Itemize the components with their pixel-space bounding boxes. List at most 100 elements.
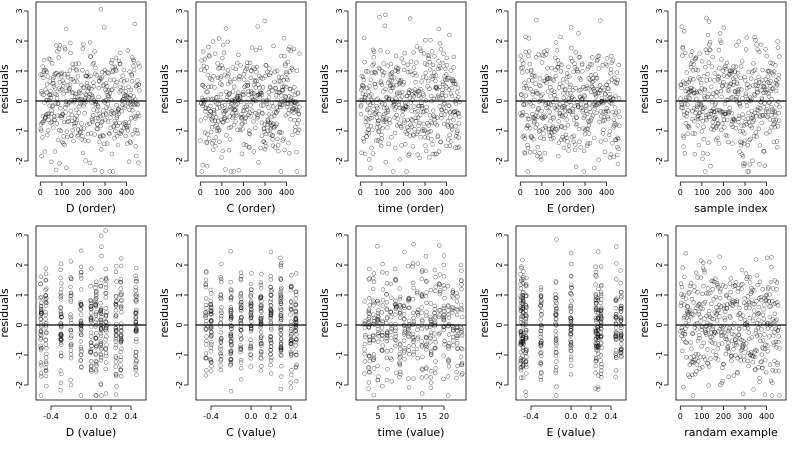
residual-point: [70, 61, 75, 67]
residual-point: [695, 123, 700, 128]
residual-point: [68, 290, 74, 296]
residual-point: [278, 386, 283, 392]
residual-point: [199, 169, 205, 174]
residual-point: [747, 84, 752, 90]
residual-point: [747, 315, 752, 321]
residual-point: [705, 286, 711, 291]
residual-point: [562, 125, 567, 131]
residual-point: [406, 263, 411, 269]
y-tick-label: 1: [15, 68, 24, 73]
residual-point: [733, 353, 738, 358]
residual-point: [274, 68, 280, 74]
y-tick-label: 2: [335, 262, 344, 267]
residual-point: [538, 360, 543, 365]
x-tick-label: 10: [395, 412, 405, 421]
residual-point: [419, 103, 425, 109]
residual-point: [451, 343, 456, 348]
residual-point: [128, 140, 133, 146]
residual-point: [733, 337, 738, 342]
residual-point: [455, 346, 460, 351]
residual-point: [570, 87, 576, 93]
residual-point: [259, 314, 264, 319]
residual-point: [766, 91, 771, 96]
residual-point: [264, 144, 269, 149]
x-axis-title: D (order): [66, 202, 116, 215]
residual-point: [447, 132, 452, 138]
residual-point: [402, 118, 407, 123]
residual-point: [444, 55, 449, 61]
residual-point: [759, 366, 765, 371]
residual-point: [774, 145, 780, 150]
residual-point: [568, 338, 573, 343]
residual-point: [375, 96, 380, 101]
residual-point: [759, 352, 764, 357]
residual-point: [296, 127, 302, 133]
residual-point: [560, 77, 566, 82]
residual-point: [775, 362, 780, 368]
residual-point: [412, 104, 417, 109]
y-tick-label: 1: [175, 68, 184, 73]
residual-point: [433, 284, 438, 289]
residual-point: [762, 163, 768, 169]
residual-point: [525, 142, 530, 148]
residual-point: [617, 123, 622, 128]
residual-point: [717, 38, 723, 43]
residual-point: [698, 275, 703, 280]
residual-point: [772, 124, 777, 130]
residual-point: [603, 137, 608, 143]
residual-point: [88, 318, 94, 323]
residual-point: [296, 90, 301, 95]
residual-point: [739, 123, 744, 128]
residual-point: [768, 78, 773, 84]
residual-point: [258, 338, 263, 344]
residual-point: [371, 321, 376, 326]
residual-point: [614, 122, 619, 127]
x-tick-label: 300: [257, 188, 272, 197]
residual-point: [451, 54, 457, 59]
residual-point: [707, 47, 712, 52]
residual-point: [366, 308, 371, 314]
x-tick-label: 200: [76, 188, 91, 197]
residual-point: [43, 337, 48, 342]
residual-point: [248, 343, 253, 348]
residual-point: [595, 249, 601, 254]
residual-point: [208, 368, 214, 374]
residual-point: [613, 374, 618, 380]
plot-frame: [35, 1, 147, 177]
residual-point: [285, 59, 291, 65]
residual-point: [412, 87, 418, 92]
residual-point: [78, 358, 84, 363]
residual-point: [731, 346, 736, 352]
residual-point: [118, 357, 123, 363]
residual-point: [615, 136, 621, 142]
residual-point: [739, 87, 744, 92]
residual-point: [684, 340, 689, 345]
residual-point: [269, 114, 274, 120]
residual-point: [134, 292, 139, 297]
y-tick-label: 3: [335, 8, 344, 13]
residual-point: [694, 106, 699, 112]
residual-point: [127, 107, 132, 113]
residual-point: [701, 106, 706, 111]
residual-point: [120, 102, 125, 108]
residual-point: [614, 337, 619, 342]
residual-point: [441, 51, 446, 56]
residual-point: [229, 326, 234, 332]
residual-point: [757, 143, 763, 148]
residual-point: [49, 108, 54, 113]
residual-point: [679, 284, 685, 290]
residual-point: [288, 351, 294, 356]
residual-point: [574, 121, 580, 127]
residual-point: [249, 307, 254, 312]
residual-point: [238, 320, 243, 326]
residual-point: [363, 332, 368, 338]
residual-point: [521, 363, 526, 368]
residual-point: [520, 110, 526, 115]
residual-point: [521, 102, 526, 107]
residual-point: [94, 331, 99, 336]
residual-point: [702, 270, 707, 275]
residual-point: [93, 369, 99, 374]
residual-point: [760, 365, 765, 370]
residual-point: [364, 134, 369, 139]
